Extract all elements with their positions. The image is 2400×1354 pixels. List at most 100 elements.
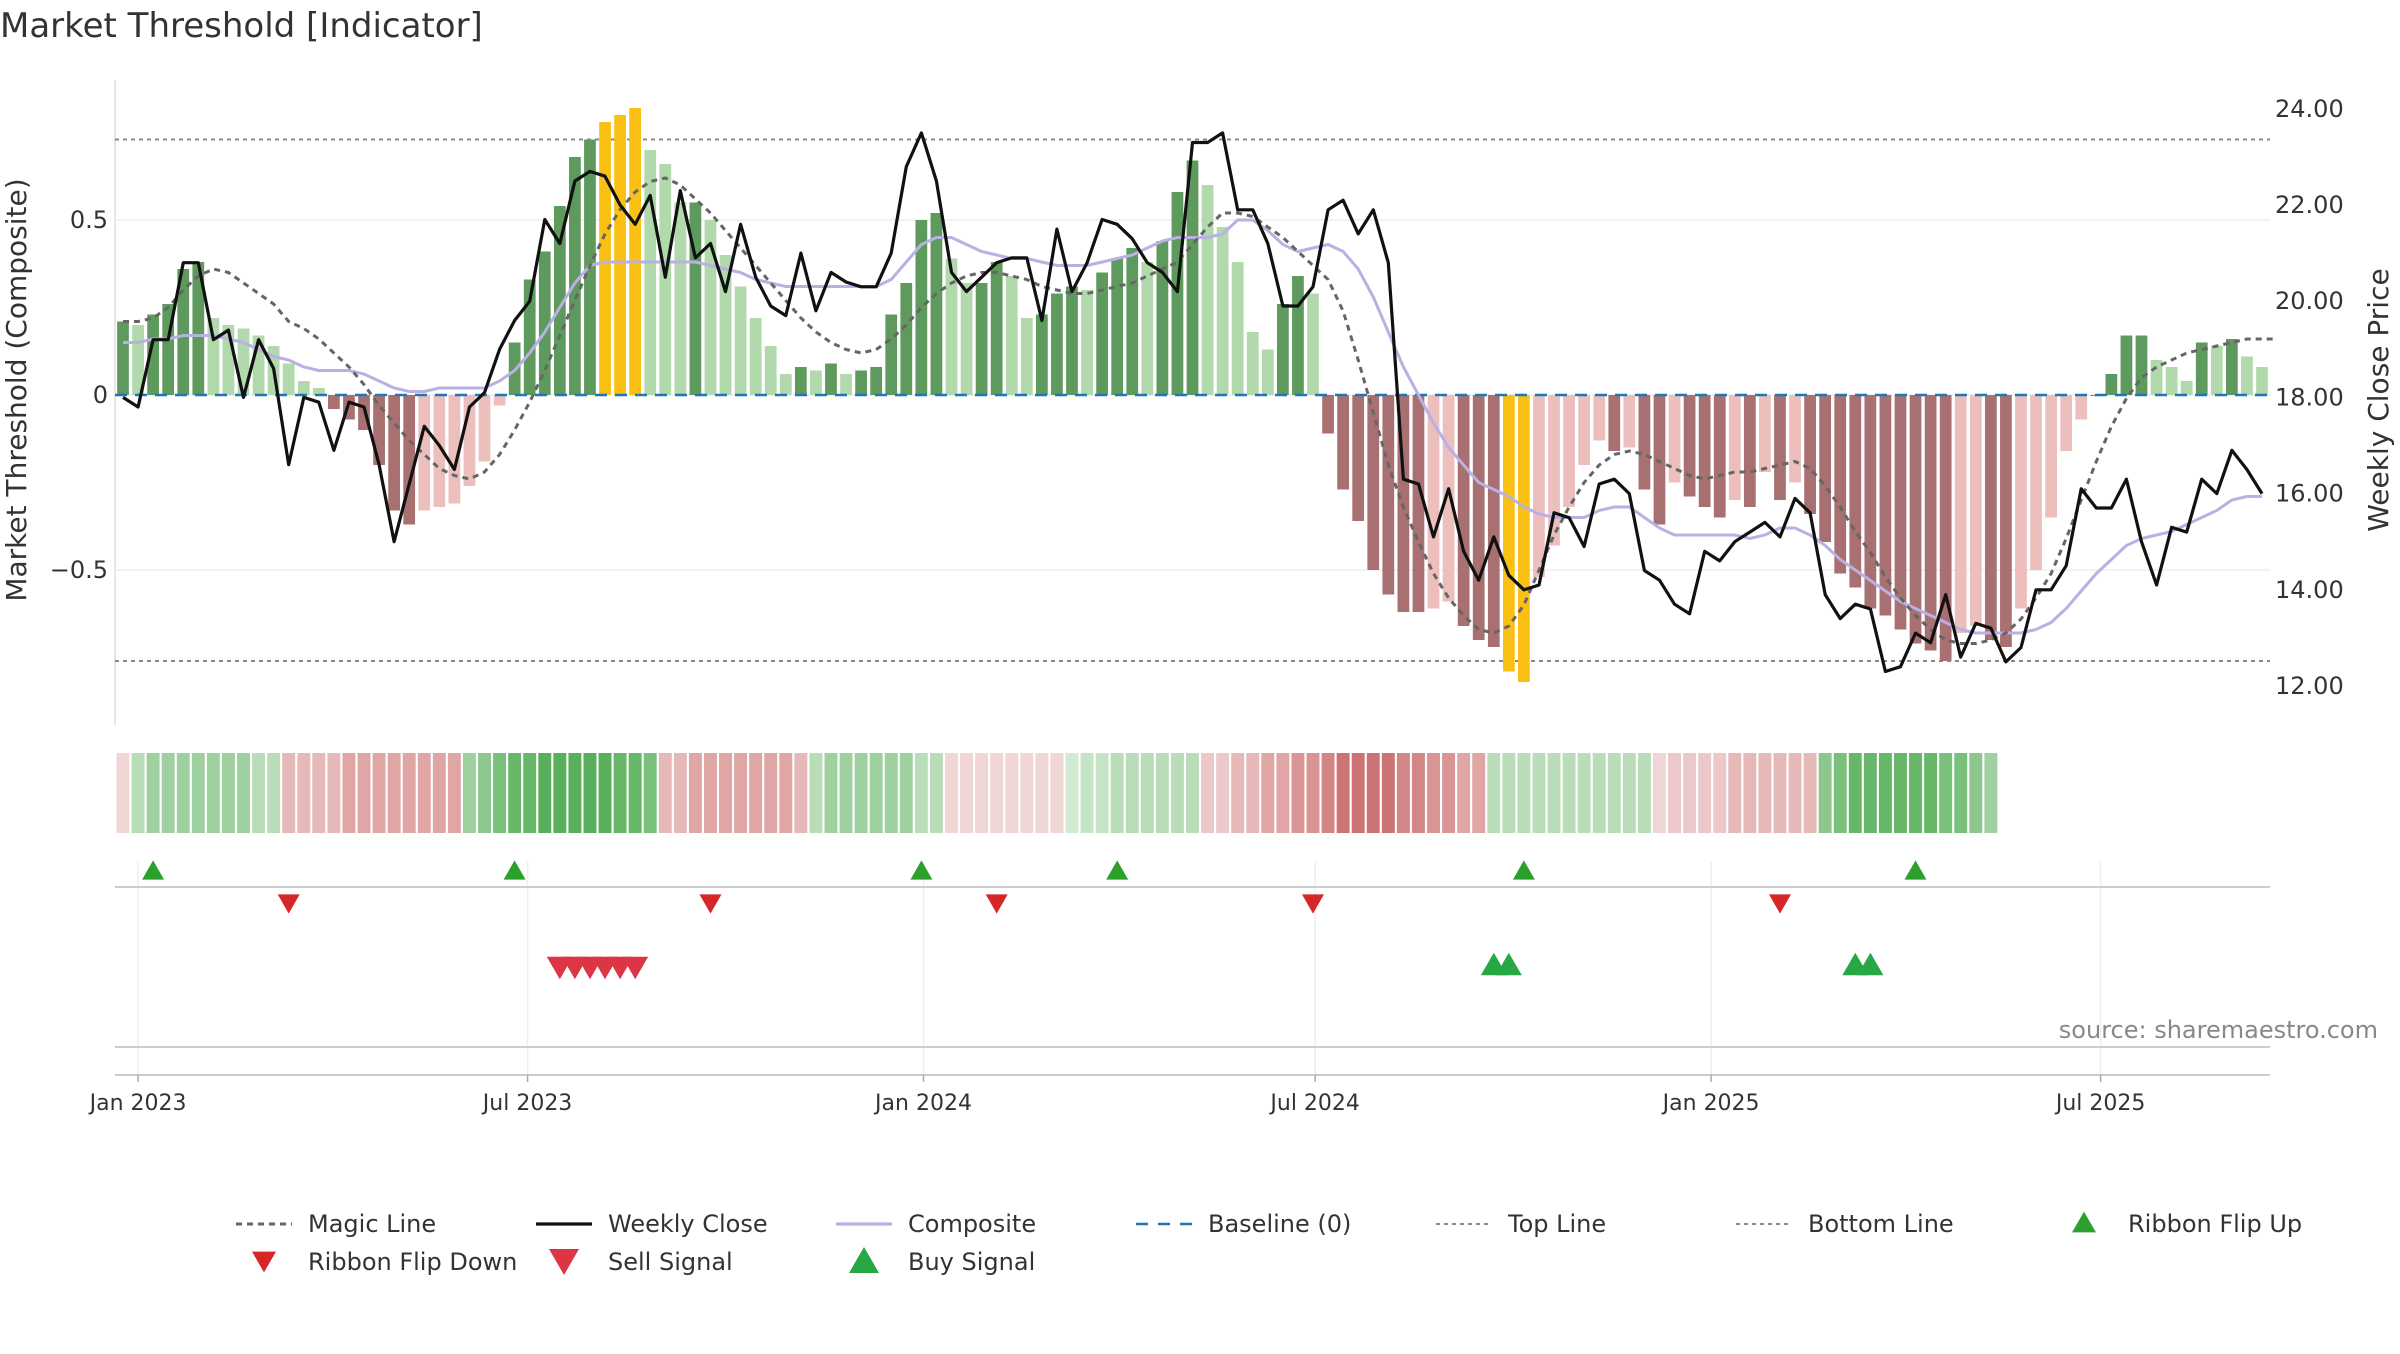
- ribbon-cell: [688, 753, 702, 833]
- ribbon-cell: [1125, 753, 1139, 833]
- ribbon-cell: [1155, 753, 1169, 833]
- ribbon-cell: [1261, 753, 1275, 833]
- composite-bar: [1533, 395, 1545, 577]
- ribbon-cell: [176, 753, 190, 833]
- ribbon-cell: [794, 753, 808, 833]
- composite-bar: [1367, 395, 1380, 570]
- ribbon-flip-down-marker: [985, 894, 1008, 914]
- x-tick-label: Jan 2023: [88, 1091, 187, 1116]
- composite-bar: [1984, 395, 1997, 640]
- composite-bar: [674, 202, 687, 395]
- legend-label: Top Line: [1507, 1210, 1606, 1238]
- ribbon-cell: [1683, 753, 1697, 833]
- composite-bar: [478, 395, 491, 462]
- composite-bar: [1412, 395, 1425, 612]
- y2-tick-label: 20.00: [2275, 287, 2344, 315]
- y2-tick-label: 24.00: [2275, 95, 2344, 123]
- ribbon-cell: [1170, 753, 1184, 833]
- source-credit: source: sharemaestro.com: [2059, 1016, 2378, 1044]
- ribbon-cell: [1984, 753, 1998, 833]
- ribbon-cell: [327, 753, 341, 833]
- ribbon-cell: [1592, 753, 1606, 833]
- composite-bar: [2256, 367, 2268, 395]
- composite-bar: [975, 283, 988, 395]
- ribbon-cell: [884, 753, 898, 833]
- ribbon-cell: [1833, 753, 1847, 833]
- legend-swatch: [252, 1251, 276, 1273]
- composite-bar: [1924, 395, 1937, 651]
- composite-bar: [1292, 276, 1304, 395]
- ribbon-cell: [1863, 753, 1877, 833]
- composite-bar: [403, 395, 416, 525]
- composite-bar: [1141, 262, 1154, 395]
- ribbon-cell: [1577, 753, 1591, 833]
- composite-bar: [1020, 318, 1033, 395]
- legend-label: Magic Line: [308, 1210, 436, 1238]
- composite-bar: [1623, 395, 1636, 448]
- ribbon-cell: [1080, 753, 1094, 833]
- composite-bar: [237, 328, 250, 395]
- ribbon-cell: [749, 753, 763, 833]
- ribbon-cell: [1231, 753, 1245, 833]
- composite-bar: [132, 325, 144, 395]
- x-tick-label: Jul 2023: [481, 1091, 573, 1116]
- ribbon-cell: [1291, 753, 1305, 833]
- composite-bar: [1804, 395, 1816, 514]
- chart-title: Market Threshold [Indicator]: [0, 6, 483, 46]
- ribbon-cell: [764, 753, 778, 833]
- ribbon-cell: [990, 753, 1004, 833]
- ribbon-cell: [869, 753, 883, 833]
- ribbon-cell: [1969, 753, 1983, 833]
- legend-label: Ribbon Flip Up: [2128, 1210, 2302, 1238]
- composite-bar: [1683, 395, 1696, 497]
- composite-bar: [2210, 346, 2223, 395]
- composite-bar: [1638, 395, 1651, 490]
- composite-bar: [1578, 395, 1591, 465]
- ribbon-cell: [206, 753, 220, 833]
- composite-bar: [1518, 395, 1530, 682]
- composite-bar: [1096, 272, 1108, 395]
- composite-bar: [764, 346, 777, 395]
- ribbon-cell: [1502, 753, 1516, 833]
- composite-bar: [1322, 395, 1334, 434]
- y2-tick-label: 12.00: [2275, 672, 2344, 700]
- composite-bar: [147, 314, 160, 395]
- composite-bar: [1156, 241, 1169, 395]
- ribbon-cell: [914, 753, 928, 833]
- legend-label: Ribbon Flip Down: [308, 1248, 517, 1276]
- composite-bar: [312, 388, 325, 395]
- composite-bar: [885, 314, 898, 395]
- composite-bar: [192, 262, 205, 395]
- ribbon-cell: [538, 753, 552, 833]
- composite-bar: [328, 395, 340, 409]
- ribbon-cell: [1562, 753, 1576, 833]
- composite-bar: [388, 395, 401, 511]
- ribbon-cell: [1095, 753, 1109, 833]
- composite-bar: [2045, 395, 2057, 518]
- ribbon-cell: [267, 753, 281, 833]
- composite-bar: [794, 367, 807, 395]
- composite-bar: [599, 122, 611, 395]
- ribbon-cell: [1698, 753, 1712, 833]
- composite-bar: [1969, 395, 1982, 626]
- ribbon-cell: [1848, 753, 1862, 833]
- composite-bar: [945, 258, 958, 395]
- composite-bar: [1502, 395, 1515, 672]
- composite-bar: [2060, 395, 2073, 451]
- ribbon-cell: [643, 753, 657, 833]
- ribbon-cell: [1276, 753, 1290, 833]
- ribbon-cell: [1532, 753, 1546, 833]
- ribbon-cell: [1050, 753, 1064, 833]
- ribbon-flip-up-marker: [503, 860, 526, 880]
- composite-bar: [252, 335, 265, 395]
- ribbon-cell: [809, 753, 823, 833]
- composite-bar: [930, 213, 943, 395]
- composite-bar: [1261, 349, 1274, 395]
- ribbon-cell: [1321, 753, 1335, 833]
- ribbon-cell: [1442, 753, 1456, 833]
- ribbon-cell: [945, 753, 958, 833]
- composite-bar: [1834, 395, 1847, 574]
- ribbon-cell: [1668, 753, 1682, 833]
- composite-bar: [1201, 185, 1214, 395]
